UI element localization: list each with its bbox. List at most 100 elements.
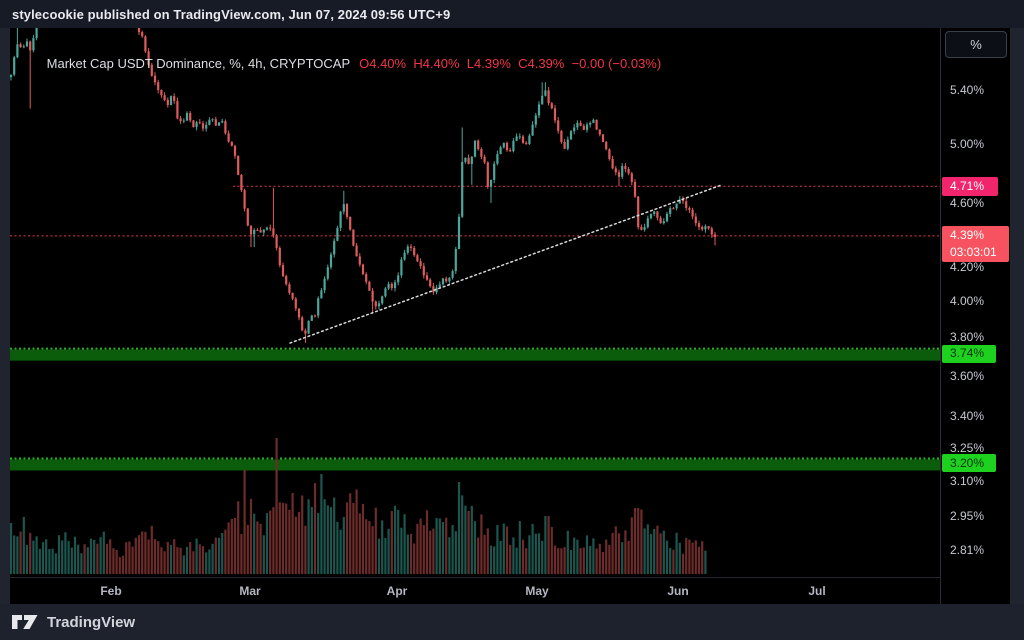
candle-body <box>438 284 441 288</box>
candle-body <box>19 44 22 48</box>
volume-bar <box>499 540 502 574</box>
candle-body <box>35 28 38 39</box>
volume-bar <box>73 536 77 574</box>
volume-bar <box>54 553 57 574</box>
price-tick: 2.81% <box>950 543 985 557</box>
volume-bar <box>525 548 528 574</box>
candle-body <box>499 147 502 155</box>
candle-body <box>365 274 368 282</box>
candle-body <box>691 209 694 217</box>
volume-bar <box>422 525 425 574</box>
candle-body <box>349 216 352 230</box>
candle-body <box>688 207 691 210</box>
candle-body <box>601 134 605 142</box>
volume-bar <box>697 546 701 574</box>
volume-bar <box>566 530 569 574</box>
percent-scale-button[interactable]: % <box>945 31 1007 58</box>
volume-bar <box>313 483 317 574</box>
volume-bar <box>166 541 169 574</box>
candle-body <box>713 234 717 237</box>
volume-bar <box>70 547 73 574</box>
candle-body <box>403 252 406 260</box>
volume-bar <box>550 526 553 574</box>
volume-bar <box>493 546 496 574</box>
candle-body <box>29 41 32 51</box>
volume-bar <box>621 542 624 574</box>
price-tick: 5.00% <box>950 137 985 152</box>
volume-bar <box>134 537 137 574</box>
candle-body <box>669 208 672 214</box>
volume-bar <box>221 532 224 574</box>
candle-body <box>329 254 333 268</box>
candle-body <box>528 135 531 145</box>
price-axis-separator <box>940 28 941 604</box>
volume-bar <box>105 543 109 574</box>
volume-bar <box>454 531 457 574</box>
volume-bar <box>358 513 361 574</box>
ohlc-values: O4.40% H4.40% L4.39% C4.39% −0.00 (−0.03… <box>359 56 662 71</box>
volume-bar <box>201 546 205 574</box>
price-tick: 3.10% <box>950 473 985 488</box>
volume-bar <box>109 539 112 574</box>
candle-body <box>169 96 173 106</box>
candle-body <box>345 204 349 217</box>
volume-bar <box>86 547 89 574</box>
volume-bar <box>349 493 352 574</box>
volume-bar <box>304 525 307 574</box>
candle-body <box>221 121 224 123</box>
volume-bar <box>275 438 278 574</box>
candle-body <box>16 44 19 58</box>
support-band <box>10 459 940 471</box>
candle-body <box>166 99 169 106</box>
volume-bar <box>406 534 409 574</box>
candle-body <box>176 100 179 119</box>
volume-bar <box>627 540 630 574</box>
candle-body <box>461 161 464 217</box>
volume-bar <box>518 521 521 574</box>
volume-bar <box>99 537 102 574</box>
volume-bar <box>614 526 617 574</box>
candle-body <box>566 139 569 149</box>
candle-body <box>451 271 454 278</box>
candle-body <box>320 290 323 299</box>
candle-body <box>493 163 496 180</box>
price-tick: 4.00% <box>950 294 985 309</box>
chart-canvas[interactable] <box>10 28 1010 604</box>
footer-brand[interactable]: TradingView <box>47 613 136 631</box>
candle-body <box>656 211 659 218</box>
volume-bar <box>141 531 144 574</box>
volume-bar <box>451 525 454 574</box>
volume-bar <box>118 557 121 574</box>
candle-body <box>486 162 489 187</box>
candle-body <box>560 130 563 143</box>
volume-bar <box>285 503 288 574</box>
price-tick: 3.80% <box>950 330 985 345</box>
time-tick: Feb <box>100 584 122 598</box>
tradingview-logo-icon[interactable] <box>12 614 38 630</box>
volume-bar <box>441 522 445 574</box>
volume-bar <box>694 540 697 574</box>
volume-bar <box>467 510 470 574</box>
volume-bar <box>137 535 141 574</box>
volume-bar <box>457 482 461 574</box>
price-axis[interactable]: % 5.40% 5.00% 4.60% 4.20% 4.00% 3.80% 3.60% 3.4… <box>941 28 1010 604</box>
volume-bar <box>483 534 486 574</box>
volume-bar <box>307 499 310 574</box>
volume-bar <box>240 534 243 574</box>
candle-body <box>182 120 185 122</box>
volume-bar <box>214 537 217 574</box>
candle-body <box>304 330 307 334</box>
candle-body <box>310 315 313 321</box>
volume-bar <box>576 539 579 574</box>
chart-pane[interactable]: Market Cap USDT Dominance, %, 4h, CRYPTO… <box>10 28 1010 604</box>
volume-bar <box>67 541 70 574</box>
candle-body <box>179 118 182 122</box>
price-label-value: 4.71% <box>950 179 985 194</box>
candle-body <box>208 119 211 125</box>
candle-body <box>557 120 560 131</box>
time-axis[interactable]: Feb Mar Apr May Jun Jul <box>10 578 1010 604</box>
candle-body <box>265 227 269 230</box>
candle-body <box>614 168 617 173</box>
candle-body <box>569 131 573 140</box>
volume-bar <box>192 551 195 574</box>
